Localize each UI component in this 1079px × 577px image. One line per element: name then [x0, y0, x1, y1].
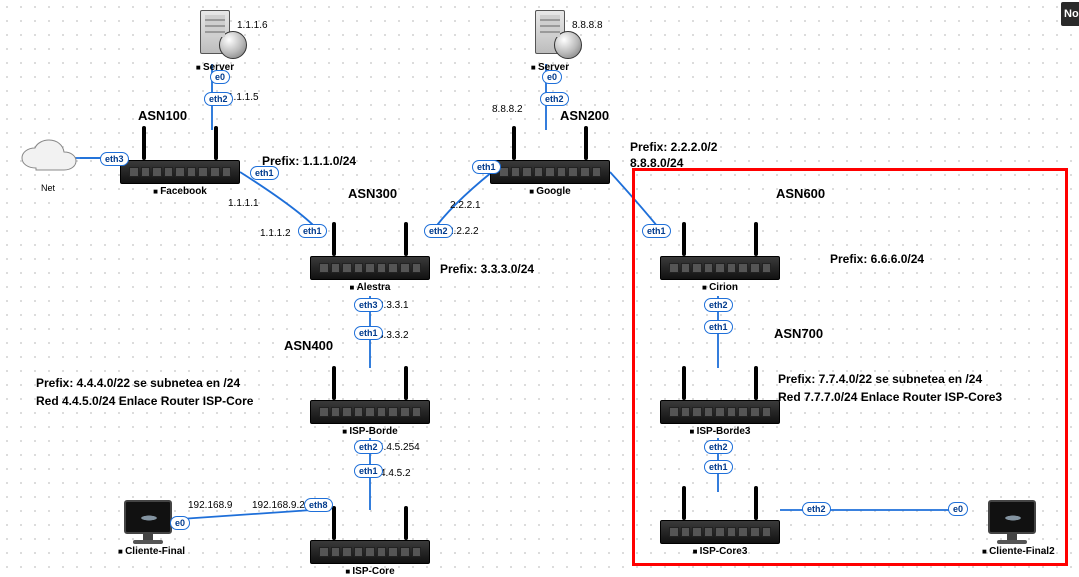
port-badge: eth1	[704, 320, 733, 334]
port-badge: eth1	[472, 160, 501, 174]
ip-label: 2.2.2.2	[448, 226, 479, 237]
device-label: ISP-Borde	[310, 426, 430, 437]
device-label: Net	[15, 183, 81, 193]
device-label: ISP-Core3	[660, 546, 780, 557]
device-label: Cirion	[660, 282, 780, 293]
ip-label: 8.8.8.2	[492, 104, 523, 115]
cloud-net[interactable]: Net	[15, 138, 81, 178]
ip-label: 4.4.5.254	[378, 442, 420, 453]
router-isp-borde[interactable]: ISP-Borde	[310, 400, 430, 437]
ip-label: 2.2.2.1	[450, 200, 481, 211]
device-label: Facebook	[120, 186, 240, 197]
pc-cliente-final[interactable]: Cliente-Final	[118, 500, 178, 557]
ip-label: 3.3.3.1	[378, 300, 409, 311]
device-label: ISP-Core	[310, 566, 430, 577]
prefix-label: 8.8.8.0/24	[630, 156, 683, 170]
ip-label: 1.1.1.5	[228, 92, 259, 103]
device-label: Cliente-Final2	[982, 546, 1042, 557]
prefix-label: Prefix: 1.1.1.0/24	[262, 154, 356, 168]
asn-label: ASN100	[138, 108, 187, 123]
asn-label: ASN700	[774, 326, 823, 341]
port-badge: eth2	[540, 92, 569, 106]
ip-label: 4.4.5.2	[380, 468, 411, 479]
port-badge: eth1	[250, 166, 279, 180]
port-badge: e0	[210, 70, 230, 84]
ip-label: 8.8.8.8	[572, 20, 603, 31]
port-badge: eth2	[802, 502, 831, 516]
ip-label: 1.1.1.6	[237, 20, 268, 31]
asn-label: ASN600	[776, 186, 825, 201]
router-facebook[interactable]: Facebook	[120, 160, 240, 197]
router-isp-core3[interactable]: ISP-Core3	[660, 520, 780, 557]
ip-label: 1.1.1.2	[260, 228, 291, 239]
port-badge: eth2	[354, 440, 383, 454]
router-cirion[interactable]: Cirion	[660, 256, 780, 293]
port-badge: eth2	[704, 298, 733, 312]
prefix-label: Prefix: 7.7.4.0/22 se subnetea en /24	[778, 372, 982, 386]
port-badge: eth1	[354, 326, 383, 340]
asn-label: ASN200	[560, 108, 609, 123]
router-isp-borde3[interactable]: ISP-Borde3	[660, 400, 780, 437]
port-badge: eth8	[304, 498, 333, 512]
port-badge: eth2	[204, 92, 233, 106]
server-server[interactable]: Server	[185, 10, 245, 73]
router-alestra[interactable]: Alestra	[310, 256, 430, 293]
device-label: Alestra	[310, 282, 430, 293]
asn-label: ASN400	[284, 338, 333, 353]
prefix-label: Red 7.7.7.0/24 Enlace Router ISP-Core3	[778, 390, 1002, 404]
port-badge: eth1	[354, 464, 383, 478]
port-badge: e0	[948, 502, 968, 516]
port-badge: eth1	[298, 224, 327, 238]
asn-label: ASN300	[348, 186, 397, 201]
prefix-label: Prefix: 2.2.2.0/2	[630, 140, 717, 154]
router-isp-core[interactable]: ISP-Core	[310, 540, 430, 577]
diagram-canvas: No Server Server Net Facebook Google Alest…	[0, 0, 1079, 570]
port-badge: e0	[542, 70, 562, 84]
server-server[interactable]: Server	[520, 10, 580, 73]
ip-label: 1.1.1.1	[228, 198, 259, 209]
device-label: Google	[490, 186, 610, 197]
port-badge: eth3	[100, 152, 129, 166]
ip-label: 192.168.9.25	[252, 500, 310, 511]
ip-label: 3.3.3.2	[378, 330, 409, 341]
corner-button[interactable]: No	[1061, 2, 1079, 26]
port-badge: eth2	[424, 224, 453, 238]
prefix-label: Prefix: 3.3.3.0/24	[440, 262, 534, 276]
prefix-label: Prefix: 4.4.4.0/22 se subnetea en /24	[36, 376, 240, 390]
port-badge: eth1	[642, 224, 671, 238]
device-label: Cliente-Final	[118, 546, 178, 557]
device-label: ISP-Borde3	[660, 426, 780, 437]
ip-label: 192.168.9	[188, 500, 233, 511]
port-badge: eth3	[354, 298, 383, 312]
port-badge: eth2	[704, 440, 733, 454]
pc-cliente-final2[interactable]: Cliente-Final2	[982, 500, 1042, 557]
prefix-label: Prefix: 6.6.6.0/24	[830, 252, 924, 266]
prefix-label: Red 4.4.5.0/24 Enlace Router ISP-Core	[36, 394, 253, 408]
port-badge: e0	[170, 516, 190, 530]
router-google[interactable]: Google	[490, 160, 610, 197]
port-badge: eth1	[704, 460, 733, 474]
